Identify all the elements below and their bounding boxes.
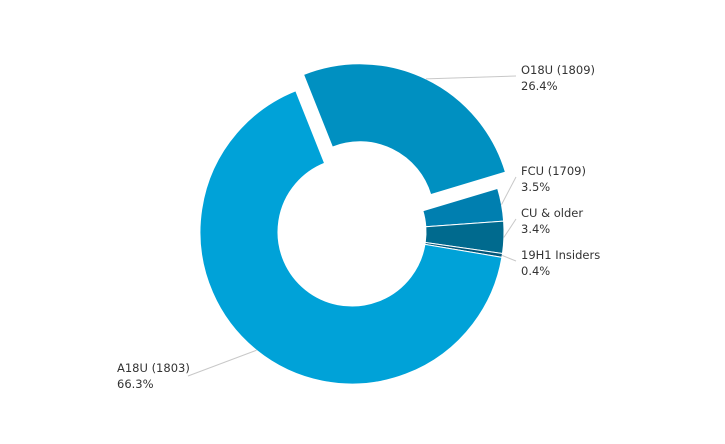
- label-pct-o18u: 26.4%: [521, 79, 558, 93]
- leader-line: [501, 176, 517, 205]
- leader-line: [501, 254, 517, 262]
- slice-labels: O18U (1809) 26.4% FCU (1709) 3.5% CU & o…: [117, 63, 600, 391]
- slice-o18u: [302, 63, 507, 196]
- donut-slices: [199, 63, 507, 385]
- leader-line: [503, 218, 517, 238]
- slice-fcu: [422, 187, 505, 228]
- leader-line: [187, 349, 257, 377]
- label-name-o18u: O18U (1809): [521, 63, 595, 77]
- label-name-a18u: A18U (1803): [117, 361, 190, 375]
- label-pct-19h1: 0.4%: [521, 264, 550, 278]
- label-pct-a18u: 66.3%: [117, 377, 154, 391]
- slice-a18u: [199, 90, 503, 385]
- label-pct-fcu: 3.5%: [521, 180, 550, 194]
- label-pct-cu-older: 3.4%: [521, 222, 550, 236]
- label-name-19h1: 19H1 Insiders: [521, 248, 600, 262]
- leader-lines: [187, 75, 517, 377]
- leader-line: [425, 75, 517, 80]
- label-name-fcu: FCU (1709): [521, 164, 586, 178]
- label-name-cu-older: CU & older: [521, 206, 583, 220]
